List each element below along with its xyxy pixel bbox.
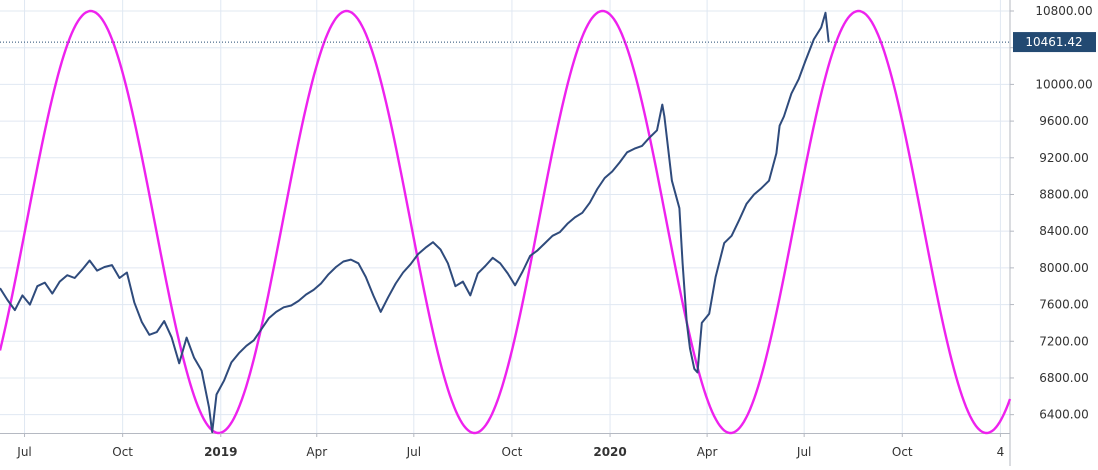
y-tick-label: 10000.00 — [1035, 77, 1092, 91]
y-tick-label: 6400.00 — [1039, 408, 1089, 422]
price-axis[interactable]: 6400.00 6800.00 7200.00 7600.00 8000.00 8400.… — [1010, 4, 1093, 422]
x-tick-label: Oct — [892, 445, 913, 459]
x-tick-label: 4 — [997, 445, 1005, 459]
x-tick-label: Jul — [406, 445, 421, 459]
x-tick-label: Apr — [697, 445, 718, 459]
time-axis[interactable]: Jul Oct 2019 Apr Jul Oct 2020 Apr Jul Oct 4 — [16, 433, 1004, 459]
y-tick-label: 10800.00 — [1035, 4, 1092, 18]
y-tick-label: 6800.00 — [1039, 371, 1089, 385]
last-price-marker: 10461.42 — [1013, 32, 1096, 53]
price-series-line — [0, 11, 830, 434]
y-tick-label: 8000.00 — [1039, 261, 1089, 275]
x-tick-label: 2020 — [593, 445, 626, 459]
grid — [0, 0, 1010, 433]
y-tick-label: 9200.00 — [1039, 151, 1089, 165]
x-tick-label: Jul — [16, 445, 31, 459]
x-tick-label: 2019 — [204, 445, 237, 459]
last-price-label: 10461.42 — [1025, 35, 1082, 49]
y-tick-label: 9600.00 — [1039, 114, 1089, 128]
x-tick-label: Oct — [502, 445, 523, 459]
y-tick-label: 7600.00 — [1039, 298, 1089, 312]
cycle-series-line — [0, 9, 1012, 435]
x-tick-label: Apr — [306, 445, 327, 459]
last-price-badge — [1013, 32, 1096, 53]
x-tick-label: Oct — [112, 445, 133, 459]
x-tick-label: Jul — [796, 445, 811, 459]
y-tick-label: 7200.00 — [1039, 334, 1089, 348]
y-tick-label: 8400.00 — [1039, 224, 1089, 238]
series — [0, 9, 1012, 435]
y-tick-label: 8800.00 — [1039, 187, 1089, 201]
